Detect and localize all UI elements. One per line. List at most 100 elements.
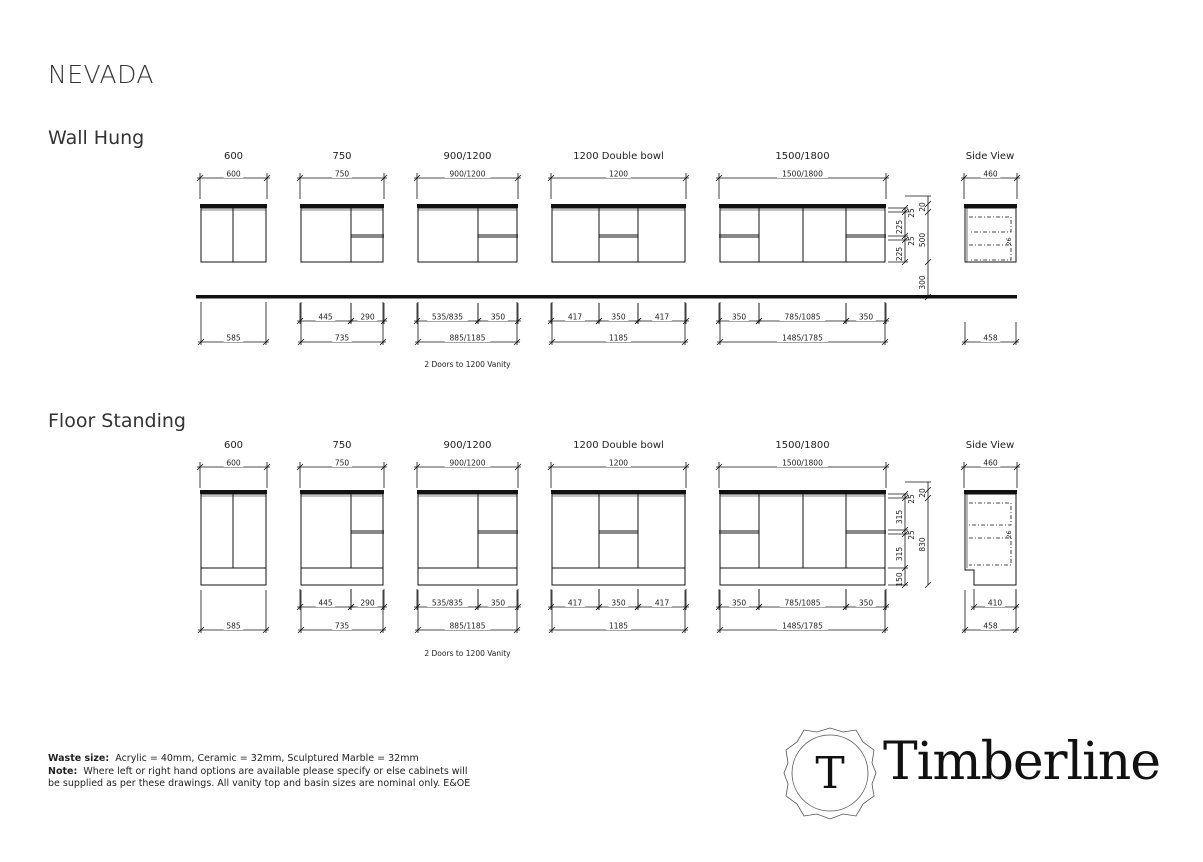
dimension: 885/1185: [414, 590, 521, 634]
vanity-top: [719, 490, 886, 494]
height-dim-label: 315: [895, 510, 904, 525]
dimension-label-bg: [565, 313, 585, 321]
cabinet-600: 600 600 585: [196, 151, 271, 346]
dimension: 350: [474, 303, 522, 325]
side-vanity-top: [964, 490, 1017, 494]
vanity-top: [551, 204, 686, 208]
dimension-label-bg: [652, 313, 672, 321]
dimension-label-bg: [427, 313, 468, 321]
dimension-label-bg: [606, 170, 631, 178]
dimension-tick: [924, 581, 932, 589]
dimension-tick: [924, 208, 932, 216]
dimension-label: 1485/1785: [782, 334, 823, 343]
dimension-label: 350: [732, 313, 747, 322]
dimension: 600: [196, 170, 271, 199]
dimension: 585: [197, 302, 270, 346]
dimension-label: 1185: [609, 622, 628, 631]
waste-size-label: Waste size:: [48, 753, 110, 764]
dimension-label: 350: [491, 313, 506, 322]
dimension: 350: [842, 589, 890, 611]
vanity-top: [551, 490, 686, 494]
dimension-label: 417: [655, 313, 670, 322]
dimension-label: 290: [360, 313, 375, 322]
note-text: Where left or right hand options are ava…: [48, 765, 471, 790]
dimension-label: 460: [983, 170, 998, 179]
waste-size-text: Acrylic = 40mm, Ceramic = 32mm, Sculptur…: [115, 753, 419, 764]
dimension-label-bg: [608, 599, 629, 607]
dimension: 350: [595, 303, 642, 325]
dimension-label-bg: [608, 313, 629, 321]
dimension-label-bg: [777, 459, 828, 467]
dimension-label: 1200: [609, 170, 628, 179]
dimension: 410: [970, 589, 1020, 611]
dimension: 735: [297, 590, 387, 634]
dimension-label: 885/1185: [450, 334, 486, 343]
dimension-label-bg: [985, 599, 1005, 607]
dimension: 750: [296, 459, 388, 488]
dimension-label-bg: [729, 599, 749, 607]
dimension-label-bg: [488, 599, 508, 607]
height-dim-label: 315: [895, 547, 904, 562]
dimension: 417: [634, 303, 690, 325]
dimension-label: 350: [491, 599, 506, 608]
dimension-label-bg: [856, 599, 876, 607]
dimension-tick: [901, 258, 909, 266]
dimension-label: 445: [318, 599, 333, 608]
dimension: 350: [474, 589, 522, 611]
cabinet-1200-double-bowl: 1200 Double bowl 1200 417 350 417 1185: [547, 151, 690, 346]
dimension-label: 1500/1800: [782, 170, 823, 179]
side-view-title: Side View: [966, 151, 1015, 162]
side-view: Side View 460 26 458: [960, 151, 1021, 346]
dimension-label-bg: [332, 334, 352, 342]
dimension: 1500/1800: [715, 459, 890, 488]
cabinet-body: [300, 493, 384, 586]
dimension-label: 1185: [609, 334, 628, 343]
cabinet-body: [417, 493, 518, 586]
logo-wordmark: Timberline: [883, 732, 1161, 792]
dimension-label-bg: [777, 622, 828, 630]
dimension-label-bg: [779, 599, 826, 607]
dimension-label-bg: [652, 599, 672, 607]
cabinet-title: 750: [332, 151, 351, 162]
dimension: 885/1185: [414, 302, 521, 346]
dimension-label-bg: [980, 622, 1001, 630]
dimension-label: 785/1085: [785, 599, 821, 608]
timberline-logo: T Timberline: [783, 726, 1163, 821]
height-dim-label: 500: [918, 233, 927, 248]
dimension-label: 417: [655, 599, 670, 608]
side-view-title: Side View: [966, 440, 1015, 451]
dimension: 600: [196, 459, 271, 488]
dimension-label-bg: [332, 622, 352, 630]
cabinet-1500-1800: 1500/1800 1500/1800 350 785/1085 350 1485/178…: [715, 151, 890, 346]
dimension-label: 900/1200: [450, 170, 486, 179]
dimension-tick: [901, 236, 909, 244]
dimension-label: 350: [611, 313, 626, 322]
dimension-label: 350: [859, 599, 874, 608]
dimension-label: 750: [335, 170, 350, 179]
dimension-label: 458: [983, 334, 998, 343]
dimension-tick: [924, 486, 932, 494]
dimension: 735: [297, 302, 387, 346]
dimension-label-bg: [488, 313, 508, 321]
side-drawer-dim: 26: [1005, 530, 1013, 538]
dimension-tick: [901, 494, 909, 502]
dimension-label: 900/1200: [450, 459, 486, 468]
cabinet-title: 900/1200: [444, 151, 492, 162]
dimension: 750: [296, 170, 388, 199]
dimension-label: 735: [335, 334, 350, 343]
dimension: 417: [547, 303, 603, 325]
section-title-wall-hung: Wall Hung: [48, 127, 145, 149]
dimension-label: 410: [988, 599, 1003, 608]
dimension-label: 417: [568, 313, 583, 322]
dimension-label: 460: [983, 459, 998, 468]
cabinet-body: [551, 207, 686, 263]
dimension-label: 585: [226, 334, 241, 343]
dimension-label-bg: [444, 334, 491, 342]
dimension-label-bg: [729, 313, 749, 321]
dimension-label-bg: [223, 334, 244, 342]
dimension-label: 750: [335, 459, 350, 468]
side-drawer-outline: [969, 502, 1012, 526]
